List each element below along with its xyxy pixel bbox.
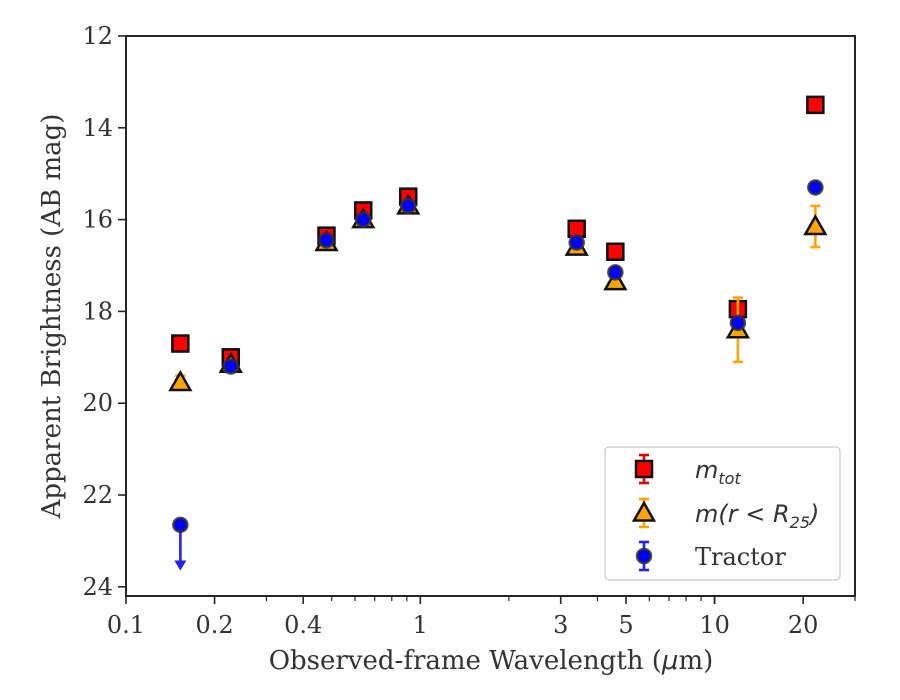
legend-marker-square [634, 459, 654, 479]
legend-label: m(r < R25) [695, 500, 819, 532]
x-tick-label: 10 [699, 611, 730, 639]
y-tick-label: 18 [82, 297, 113, 325]
x-axis-label: Observed-frame Wavelength (μm) [269, 646, 714, 676]
plot-frame [125, 35, 856, 597]
x-tick-label: 0.1 [107, 611, 145, 639]
legend-marker-triangle [631, 500, 657, 522]
tractor-point [222, 358, 240, 375]
y-tick-label: 24 [82, 573, 113, 601]
tractor-upper-limit-arrow [174, 560, 187, 571]
mtot-point [171, 334, 190, 353]
x-tick-label: 5 [618, 611, 633, 639]
tractor-point [355, 211, 372, 228]
mtot-point [806, 95, 825, 115]
x-tick-label: 0.2 [196, 611, 234, 639]
y-tick-label: 14 [82, 114, 113, 142]
x-tick-label: 1 [413, 611, 428, 639]
tractor-point [568, 234, 585, 251]
tractor-point [318, 232, 335, 249]
mtot-point [606, 242, 625, 261]
mr25-point [168, 370, 193, 392]
y-axis-label: Apparent Brightness (AB mag) [37, 114, 67, 520]
y-tick-label: 20 [82, 389, 113, 417]
tractor-point [729, 314, 747, 332]
x-tick-label: 3 [553, 611, 568, 639]
tractor-point [172, 516, 189, 534]
x-tick-label: 0.4 [284, 611, 322, 639]
legend-frame [604, 446, 841, 581]
x-tick-label: 20 [788, 611, 819, 639]
plot-marks [168, 95, 828, 571]
y-tick-label: 12 [82, 22, 113, 50]
legend: mtot m(r < R25) Tractor [604, 446, 841, 581]
legend-items: mtot m(r < R25) Tractor [631, 453, 819, 572]
tractor-point [807, 179, 824, 196]
tractor-point [399, 197, 417, 215]
legend-label: Tractor [695, 543, 786, 571]
mr25-point [803, 213, 828, 236]
y-tick-label: 22 [82, 481, 113, 509]
legend-marker-circle [635, 547, 653, 565]
y-tick-label: 16 [82, 206, 113, 234]
tractor-point [607, 264, 624, 281]
axis-ticks: 0.1 0.2 0.4 1 3 5 10 20 12 14 16 18 20 22 24 [82, 22, 856, 639]
legend-label: mtot [695, 456, 741, 488]
